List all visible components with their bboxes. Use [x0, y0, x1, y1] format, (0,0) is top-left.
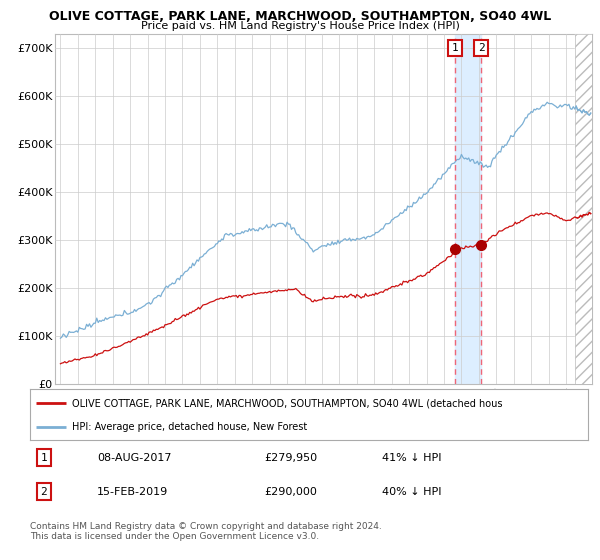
Bar	[455, 34, 481, 384]
Text: Contains HM Land Registry data © Crown copyright and database right 2024.
This d: Contains HM Land Registry data © Crown c…	[30, 522, 382, 542]
Text: 41% ↓ HPI: 41% ↓ HPI	[382, 452, 441, 463]
Text: 40% ↓ HPI: 40% ↓ HPI	[382, 487, 441, 497]
Text: OLIVE COTTAGE, PARK LANE, MARCHWOOD, SOUTHAMPTON, SO40 4WL (detached hous: OLIVE COTTAGE, PARK LANE, MARCHWOOD, SOU…	[72, 398, 502, 408]
Bar	[575, 34, 600, 384]
Text: 15-FEB-2019: 15-FEB-2019	[97, 487, 168, 497]
Text: £290,000: £290,000	[265, 487, 317, 497]
Text: 2: 2	[478, 43, 484, 53]
Text: 1: 1	[41, 452, 47, 463]
Text: HPI: Average price, detached house, New Forest: HPI: Average price, detached house, New …	[72, 422, 307, 432]
Text: 1: 1	[452, 43, 458, 53]
Text: OLIVE COTTAGE, PARK LANE, MARCHWOOD, SOUTHAMPTON, SO40 4WL: OLIVE COTTAGE, PARK LANE, MARCHWOOD, SOU…	[49, 10, 551, 22]
Bar	[575, 34, 600, 384]
Text: Price paid vs. HM Land Registry's House Price Index (HPI): Price paid vs. HM Land Registry's House …	[140, 21, 460, 31]
Text: £279,950: £279,950	[265, 452, 317, 463]
Text: 2: 2	[41, 487, 47, 497]
Text: 08-AUG-2017: 08-AUG-2017	[97, 452, 172, 463]
